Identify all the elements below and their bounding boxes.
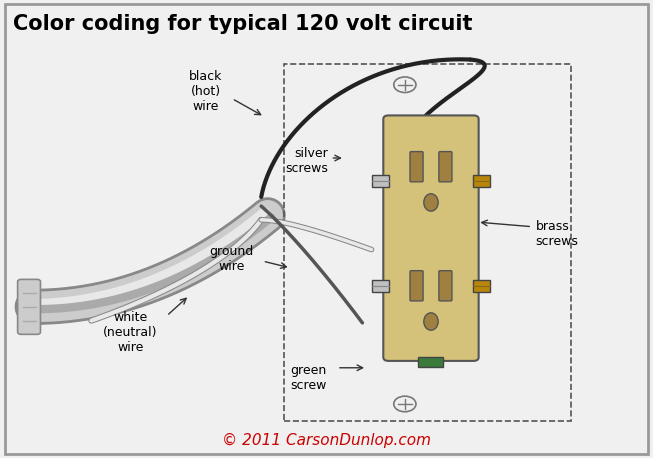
Text: ground
wire: ground wire <box>210 245 254 273</box>
Bar <box>372 175 389 187</box>
Text: brass
screws: brass screws <box>535 219 579 248</box>
FancyBboxPatch shape <box>18 279 40 334</box>
Bar <box>418 357 443 367</box>
FancyBboxPatch shape <box>410 152 423 182</box>
Text: Color coding for typical 120 volt circuit: Color coding for typical 120 volt circui… <box>13 14 473 34</box>
Bar <box>473 175 490 187</box>
FancyBboxPatch shape <box>439 271 452 301</box>
FancyBboxPatch shape <box>383 115 479 361</box>
Ellipse shape <box>424 313 438 330</box>
Bar <box>372 280 389 292</box>
Bar <box>473 280 490 292</box>
Text: silver
screws: silver screws <box>285 147 328 175</box>
Text: white
(neutral)
wire: white (neutral) wire <box>103 311 158 354</box>
Text: black
(hot)
wire: black (hot) wire <box>189 70 223 113</box>
Text: green
screw: green screw <box>290 364 326 392</box>
Bar <box>284 64 571 421</box>
FancyBboxPatch shape <box>439 152 452 182</box>
Text: © 2011 CarsonDunlop.com: © 2011 CarsonDunlop.com <box>222 433 431 448</box>
Ellipse shape <box>424 194 438 211</box>
FancyBboxPatch shape <box>410 271 423 301</box>
